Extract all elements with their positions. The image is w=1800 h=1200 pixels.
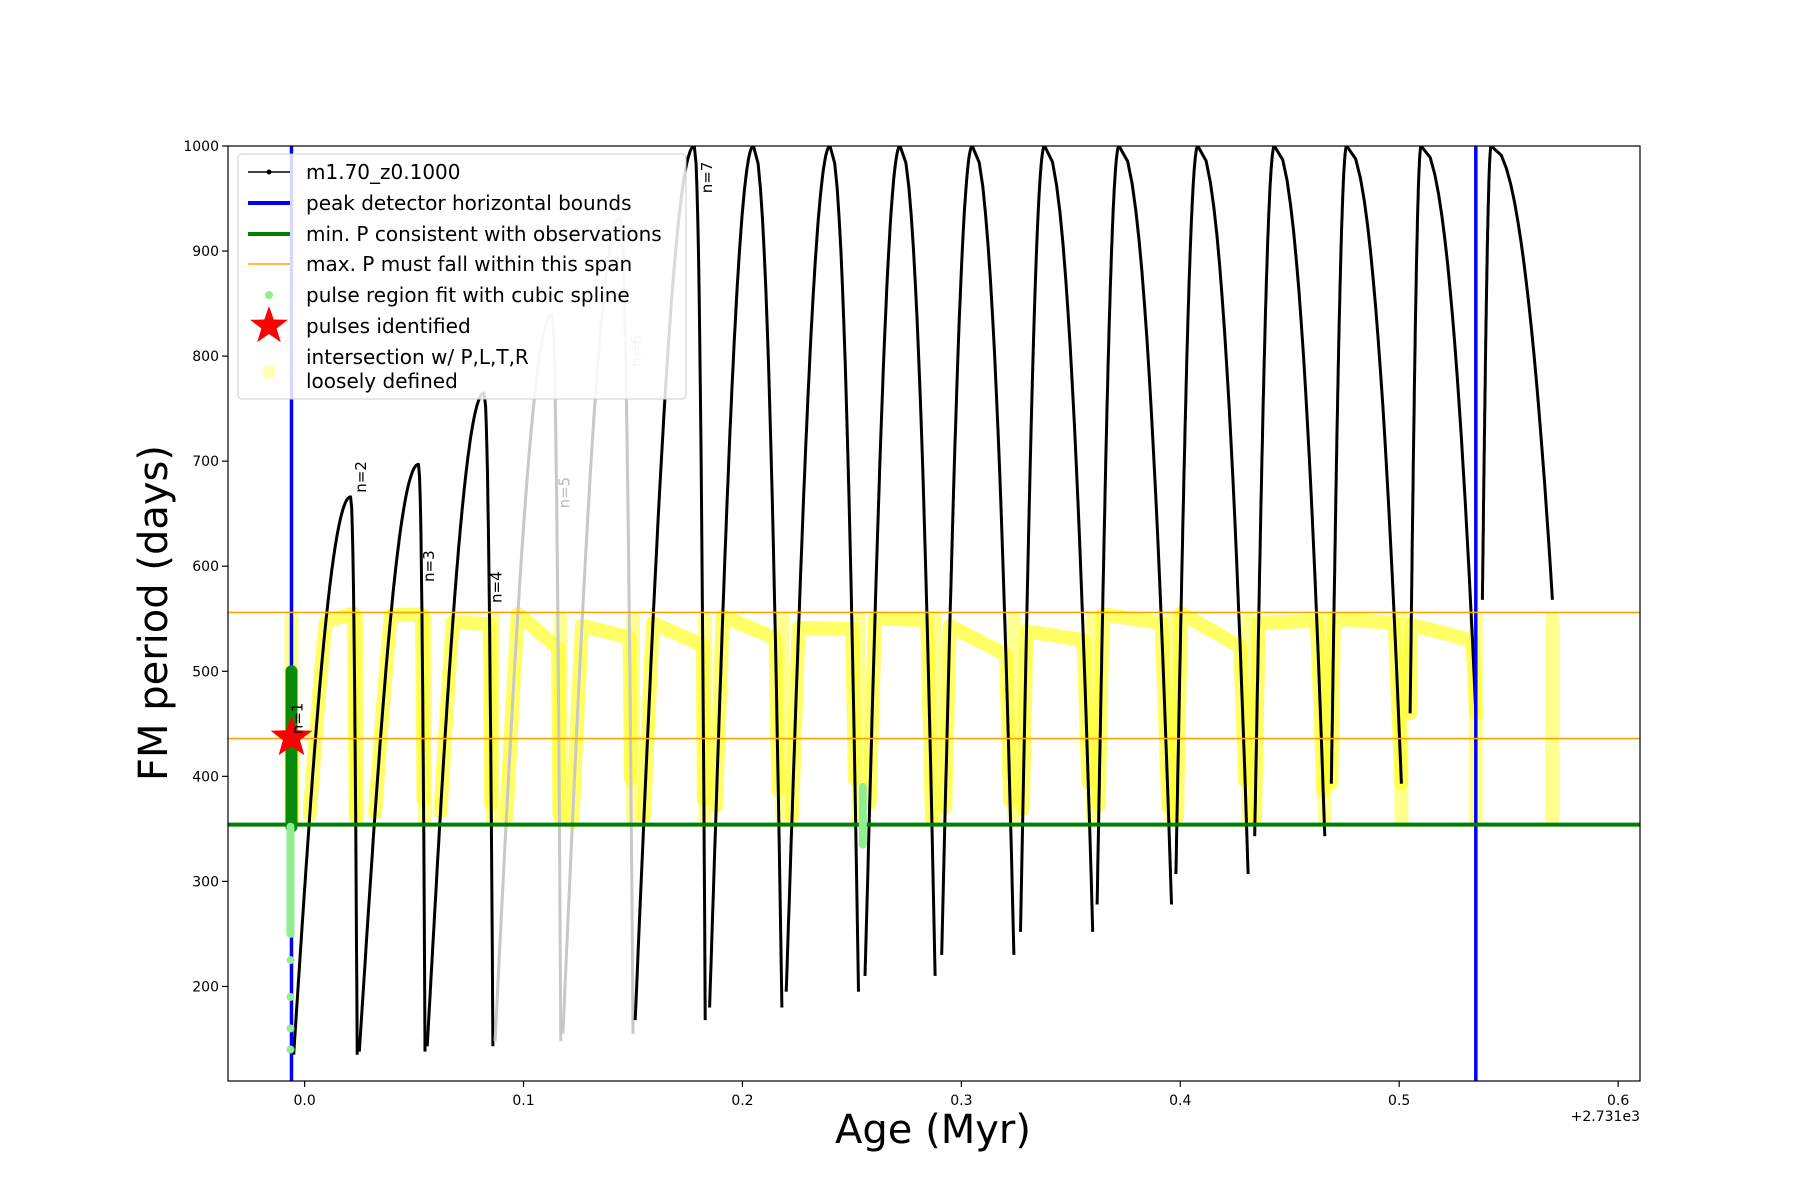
x-tick-label-6: 0.5 — [1388, 1093, 1410, 1109]
legend-label-5: pulse region fit with cubic spline — [306, 283, 630, 307]
period-curve-16 — [1329, 146, 1403, 784]
intersection-band-14 — [1170, 606, 1253, 824]
spline-point-1 — [286, 956, 295, 965]
axis-ticks: 0.0 0.1 0.2 0.3 0.4 0.5 0.6 200 300 400 500 600 700 8… — [183, 139, 1629, 1109]
x-tick-label-5: 0.4 — [1169, 1093, 1191, 1109]
legend-label-4: max. P must fall within this span — [306, 252, 632, 276]
pulse-star-marker — [270, 715, 313, 756]
spline-point-2 — [286, 992, 295, 1001]
x-tick-label-7: 0.6 — [1607, 1093, 1629, 1109]
period-curve-2 — [292, 495, 359, 1055]
period-curve-15 — [1253, 146, 1327, 837]
period-curve-18 — [1480, 146, 1554, 600]
x-tick-label-3: 0.2 — [731, 1093, 753, 1109]
period-curve-17 — [1408, 146, 1478, 714]
legend-handle-7 — [262, 365, 276, 379]
y-tick-label-1: 200 — [192, 979, 219, 995]
pulse-label-5: n=5 — [556, 477, 574, 509]
pulse-label-2: n=2 — [352, 461, 370, 493]
y-tick-label-2: 300 — [192, 874, 219, 890]
intersection-band-8 — [709, 609, 786, 814]
x-tick-label-2: 0.1 — [512, 1093, 534, 1109]
period-curve-8 — [708, 146, 784, 1008]
intersection-band-10 — [862, 611, 939, 825]
intersection-highlights — [284, 606, 1560, 831]
period-curve-5 — [493, 312, 563, 1042]
legend-label-1: m1.70_z0.1000 — [306, 160, 461, 184]
intersection-band-16 — [1324, 611, 1409, 791]
legend-label-2: peak detector horizontal bounds — [306, 191, 632, 215]
y-tick-label-3: 400 — [192, 769, 219, 785]
period-curve-4 — [425, 391, 495, 1047]
period-curve-3 — [357, 462, 427, 1052]
y-tick-label-9: 1000 — [183, 139, 219, 155]
pulse-label-1: n=1 — [288, 703, 306, 735]
spline-point-3 — [286, 1024, 295, 1033]
y-tick-label-4: 500 — [192, 664, 219, 680]
legend-label-7-2: loosely defined — [306, 369, 458, 393]
intersection-drop-3 — [418, 612, 432, 825]
pulse-label-7: n=7 — [698, 162, 716, 194]
intersection-band-17 — [1403, 617, 1483, 721]
legend-handle-dot-1 — [266, 169, 272, 175]
period-curve-11 — [940, 146, 1016, 955]
period-curve-12 — [1019, 146, 1095, 932]
x-tick-label-1: 0.0 — [293, 1093, 315, 1109]
x-tick-label-4: 0.3 — [950, 1093, 972, 1109]
legend-handle-5 — [265, 291, 273, 299]
y-tick-label-5: 600 — [192, 559, 219, 575]
intersection-band-11 — [938, 618, 1017, 815]
intersection-band-13 — [1091, 607, 1176, 815]
x-axis-label: Age (Myr) — [835, 1107, 1031, 1153]
period-curve-13 — [1095, 146, 1173, 905]
intersection-drop-18 — [1545, 612, 1560, 825]
legend-label-3: min. P consistent with observations — [306, 222, 662, 246]
x-offset-label: +2.731e3 — [1571, 1109, 1640, 1125]
spline-point-4 — [286, 1045, 295, 1054]
intersection-drop-5 — [553, 612, 568, 825]
intersection-drop-4 — [485, 612, 500, 825]
intersection-band-5 — [499, 606, 567, 824]
plot-frame — [227, 145, 1641, 1082]
y-tick-label-8: 900 — [192, 244, 219, 260]
legend-handle-6 — [250, 306, 288, 343]
intersection-band-4 — [433, 614, 499, 820]
intersection-drop-2 — [350, 612, 365, 825]
legend-label-6: pulses identified — [306, 314, 471, 338]
intersection-band-12 — [1015, 624, 1096, 816]
period-curve-9 — [784, 146, 860, 992]
legend-box — [237, 153, 687, 400]
y-axis-label: FM period (days) — [131, 445, 177, 781]
y-tick-label-7: 800 — [192, 349, 219, 365]
period-curves — [290, 146, 1554, 1055]
pulse-markers — [270, 665, 867, 1054]
y-tick-label-6: 700 — [192, 454, 219, 470]
period-curve-10 — [863, 146, 937, 976]
legend-label-7-1: intersection w/ P,L,T,R — [306, 345, 529, 369]
period-curve-14 — [1174, 146, 1250, 875]
intersection-band-15 — [1248, 613, 1331, 826]
pulse-label-4: n=4 — [488, 571, 506, 603]
intersection-band-9 — [785, 620, 862, 823]
pulse-label-3: n=3 — [420, 550, 438, 582]
